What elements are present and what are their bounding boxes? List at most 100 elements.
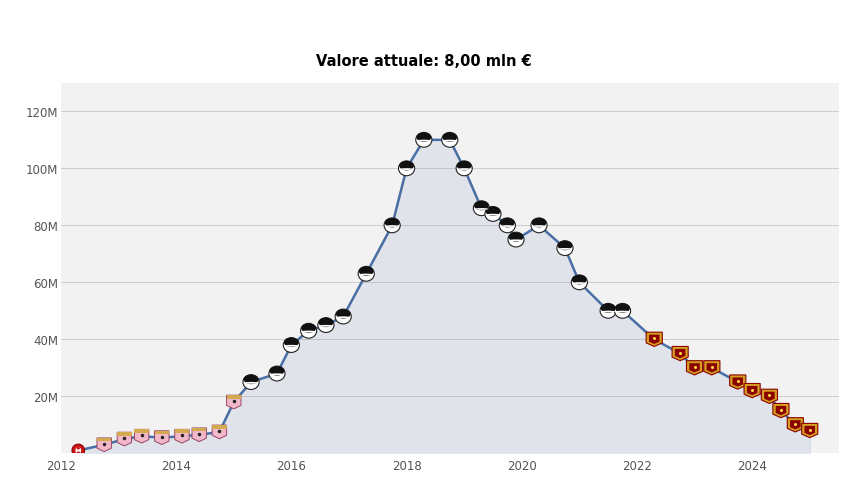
Ellipse shape <box>572 276 587 285</box>
Ellipse shape <box>484 207 501 222</box>
Ellipse shape <box>284 338 299 347</box>
Ellipse shape <box>72 444 85 457</box>
Ellipse shape <box>384 218 401 233</box>
Ellipse shape <box>556 241 573 256</box>
Ellipse shape <box>558 248 572 250</box>
Ellipse shape <box>270 374 284 375</box>
Ellipse shape <box>456 162 473 176</box>
Ellipse shape <box>269 366 285 376</box>
Ellipse shape <box>318 325 333 327</box>
Ellipse shape <box>508 232 523 242</box>
Ellipse shape <box>509 240 523 241</box>
Ellipse shape <box>385 218 400 228</box>
Ellipse shape <box>302 324 316 333</box>
Ellipse shape <box>268 366 285 381</box>
Text: EVOLUZIONE VDM: EVOLUZIONE VDM <box>10 11 220 31</box>
Ellipse shape <box>457 162 472 171</box>
Ellipse shape <box>335 310 352 324</box>
Ellipse shape <box>417 133 431 143</box>
Ellipse shape <box>283 338 300 353</box>
Polygon shape <box>787 418 804 432</box>
Polygon shape <box>706 363 717 373</box>
Ellipse shape <box>499 218 516 233</box>
Ellipse shape <box>400 169 413 171</box>
Ellipse shape <box>532 226 546 227</box>
Ellipse shape <box>485 207 501 216</box>
Ellipse shape <box>399 162 414 171</box>
Ellipse shape <box>532 218 546 228</box>
Polygon shape <box>213 425 227 429</box>
Ellipse shape <box>358 267 374 282</box>
Ellipse shape <box>398 162 415 176</box>
Ellipse shape <box>442 133 457 143</box>
Polygon shape <box>174 429 189 443</box>
Ellipse shape <box>501 226 514 227</box>
Ellipse shape <box>615 304 630 313</box>
Polygon shape <box>686 361 703 375</box>
Polygon shape <box>729 375 746 389</box>
Polygon shape <box>97 438 111 441</box>
Ellipse shape <box>473 201 490 216</box>
Ellipse shape <box>457 169 471 171</box>
Polygon shape <box>764 392 775 401</box>
Polygon shape <box>675 349 685 359</box>
Polygon shape <box>801 423 818 438</box>
Ellipse shape <box>571 276 588 290</box>
Ellipse shape <box>416 133 432 148</box>
Ellipse shape <box>508 232 524 247</box>
Polygon shape <box>97 438 111 452</box>
Ellipse shape <box>318 318 334 333</box>
Ellipse shape <box>531 218 547 233</box>
Text: Valore attuale: 8,00 mln €: Valore attuale: 8,00 mln € <box>316 54 531 69</box>
Polygon shape <box>761 389 778 404</box>
Polygon shape <box>154 431 169 434</box>
Ellipse shape <box>601 311 615 313</box>
Polygon shape <box>213 425 227 439</box>
Polygon shape <box>227 395 241 399</box>
Polygon shape <box>744 384 761 398</box>
Ellipse shape <box>441 133 458 148</box>
Ellipse shape <box>359 274 374 276</box>
Polygon shape <box>135 429 149 443</box>
Ellipse shape <box>335 310 351 319</box>
Ellipse shape <box>443 140 457 142</box>
Polygon shape <box>747 386 757 395</box>
Polygon shape <box>135 429 149 433</box>
Polygon shape <box>192 428 207 431</box>
Polygon shape <box>772 404 789 418</box>
Ellipse shape <box>616 311 629 313</box>
Ellipse shape <box>573 283 586 285</box>
Ellipse shape <box>600 304 617 319</box>
Ellipse shape <box>614 304 631 319</box>
Ellipse shape <box>302 331 316 333</box>
Ellipse shape <box>76 451 80 454</box>
Ellipse shape <box>474 208 489 210</box>
Ellipse shape <box>301 324 317 339</box>
Ellipse shape <box>243 375 259 390</box>
Polygon shape <box>227 395 241 409</box>
Polygon shape <box>689 363 700 373</box>
Polygon shape <box>790 420 800 429</box>
Ellipse shape <box>385 226 399 227</box>
Polygon shape <box>192 428 207 442</box>
Ellipse shape <box>76 447 80 449</box>
Ellipse shape <box>244 382 258 384</box>
Ellipse shape <box>557 241 573 250</box>
Polygon shape <box>776 406 786 415</box>
Ellipse shape <box>417 140 431 142</box>
Polygon shape <box>805 426 815 435</box>
Polygon shape <box>672 347 689 361</box>
Ellipse shape <box>285 345 298 347</box>
Polygon shape <box>174 429 189 433</box>
Polygon shape <box>704 361 720 375</box>
Ellipse shape <box>500 218 515 228</box>
Ellipse shape <box>601 304 616 313</box>
Polygon shape <box>117 432 131 436</box>
Ellipse shape <box>75 447 81 454</box>
Ellipse shape <box>486 214 500 216</box>
Ellipse shape <box>359 267 374 276</box>
Polygon shape <box>117 432 131 446</box>
Polygon shape <box>154 431 169 444</box>
Polygon shape <box>733 378 743 387</box>
Ellipse shape <box>336 317 351 319</box>
